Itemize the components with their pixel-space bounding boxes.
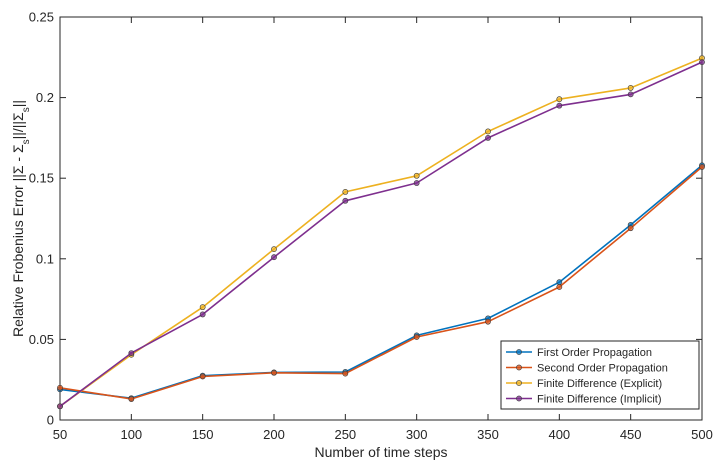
y-tick-label: 0.15 <box>29 171 54 186</box>
x-tick-label: 300 <box>406 427 428 442</box>
x-tick-label: 150 <box>192 427 214 442</box>
data-point <box>627 225 634 232</box>
x-tick-label: 50 <box>53 427 67 442</box>
data-point <box>271 369 277 376</box>
y-axis-label-part: ||/||Σ <box>10 112 26 139</box>
data-point <box>342 197 349 204</box>
legend-item: First Order Propagation <box>506 347 652 359</box>
data-point <box>556 102 563 109</box>
data-point <box>271 246 277 253</box>
y-axis-label-part: || <box>10 100 26 107</box>
data-point <box>413 180 420 186</box>
y-tick-label: 0 <box>47 413 54 428</box>
data-point <box>271 254 277 261</box>
series-line <box>59 166 703 400</box>
data-point <box>485 318 491 325</box>
x-tick-label: 250 <box>334 427 356 442</box>
y-axis-label-part: Relative Frobenius Error ||Σ - Σ <box>10 144 26 337</box>
data-point <box>556 279 563 286</box>
legend-swatch-marker <box>516 395 522 402</box>
legend-label: Finite Difference (Explicit) <box>537 378 662 390</box>
y-axis-label-subscript: s <box>21 107 32 112</box>
data-point <box>556 284 563 290</box>
series-2 <box>57 164 705 402</box>
data-point <box>699 59 705 66</box>
x-tick-label: 450 <box>620 427 642 442</box>
legend-box <box>500 340 700 410</box>
series-line <box>59 57 703 407</box>
y-axis: 0 0.05 0.1 0.15 0.2 0.25 <box>29 10 702 428</box>
series-4 <box>57 59 705 410</box>
legend-item: Second Order Propagation <box>506 363 668 375</box>
data-point <box>556 96 563 103</box>
legend-item: Finite Difference (Explicit) <box>506 378 662 390</box>
data-point <box>342 189 349 195</box>
legend-label: First Order Propagation <box>537 347 652 359</box>
legend: First Order Propagation Second Order Prop… <box>500 340 700 410</box>
data-point <box>199 311 206 318</box>
data-point <box>199 304 206 311</box>
data-point <box>485 134 491 141</box>
x-axis: 50 100 150 200 250 300 350 400 450 500 <box>53 17 713 442</box>
x-tick-label: 200 <box>263 427 285 442</box>
data-point <box>699 164 705 170</box>
x-axis-label: Number of time steps <box>314 444 447 460</box>
legend-item: Finite Difference (Implicit) <box>506 394 662 406</box>
x-tick-label: 400 <box>548 427 570 442</box>
data-point <box>128 350 135 357</box>
y-tick-label: 0.25 <box>29 10 54 25</box>
x-tick-label: 350 <box>477 427 499 442</box>
x-tick-label: 500 <box>691 427 713 442</box>
y-axis-label-subscript: s <box>21 139 32 144</box>
x-tick-label: 100 <box>120 427 142 442</box>
data-point <box>57 403 63 410</box>
data-point <box>485 128 491 135</box>
y-axis-label: Relative Frobenius Error ||Σ - Σs||/||Σs… <box>10 100 32 337</box>
data-point <box>413 334 420 340</box>
legend-swatch-marker <box>516 380 522 386</box>
legend-label: Finite Difference (Implicit) <box>537 394 662 406</box>
data-point <box>342 370 349 377</box>
data-point <box>627 91 634 98</box>
legend-swatch-marker <box>516 364 522 371</box>
data-point <box>57 384 63 391</box>
data-point <box>413 172 420 179</box>
series-line <box>59 61 703 407</box>
legend-swatch-marker <box>516 349 522 355</box>
data-point <box>128 396 135 402</box>
series-layer <box>57 55 705 410</box>
y-tick-label: 0.05 <box>29 332 54 347</box>
legend-label: Second Order Propagation <box>537 363 668 375</box>
y-tick-label: 0.2 <box>36 90 54 105</box>
y-tick-label: 0.1 <box>36 251 54 266</box>
data-point <box>627 85 634 91</box>
data-point <box>199 373 206 380</box>
